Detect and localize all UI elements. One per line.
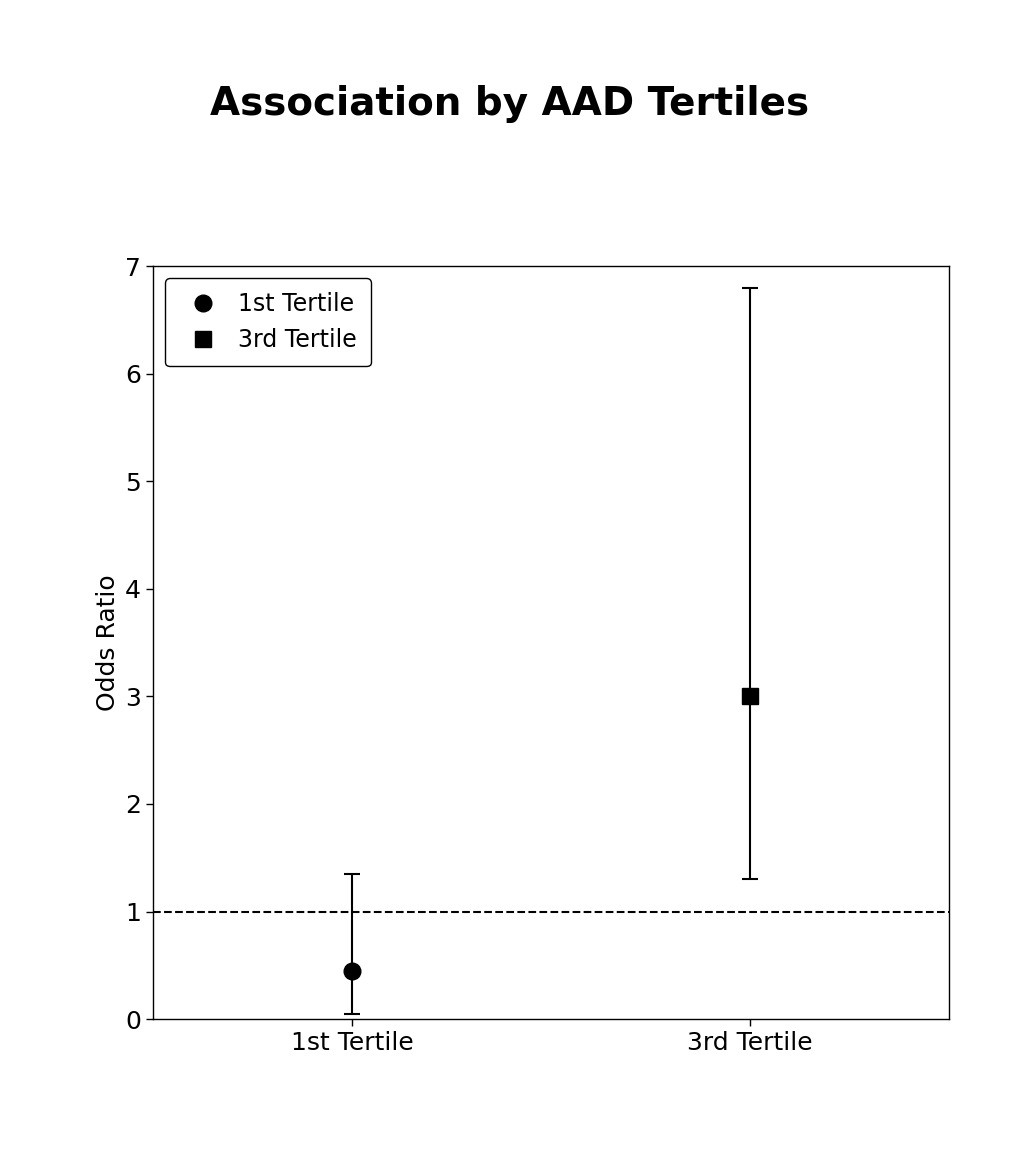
Text: Association by AAD Tertiles: Association by AAD Tertiles [210, 86, 809, 123]
Y-axis label: Odds Ratio: Odds Ratio [96, 574, 119, 711]
Legend: 1st Tertile, 3rd Tertile: 1st Tertile, 3rd Tertile [165, 278, 371, 366]
